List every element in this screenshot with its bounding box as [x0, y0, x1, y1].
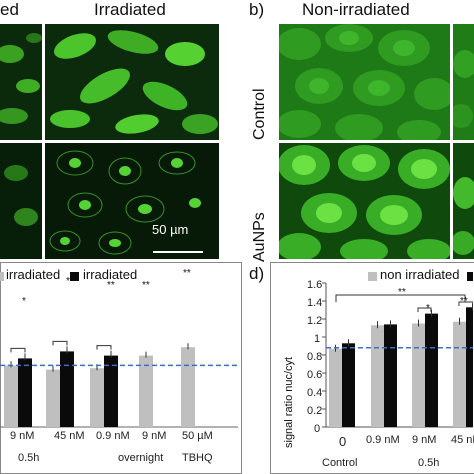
micrograph-b-control	[279, 24, 450, 140]
chart-c-group-2: TBHQ	[182, 452, 213, 464]
chart-d-ytick-0: 0	[314, 423, 321, 435]
chart-c-bar-black	[104, 355, 118, 427]
chart-d-ytick-4: 0.8	[307, 351, 323, 363]
chart-c-sig-bracket	[10, 347, 26, 353]
chart-c-bar-grey	[46, 369, 60, 427]
chart-c-sig-bracket	[96, 345, 112, 350]
chart-c-xtick-1: 45 nM	[54, 430, 85, 442]
panel-b-title: Non-irradiated	[302, 0, 410, 19]
chart-d-bar-grey	[412, 323, 425, 427]
chart-d-bar-grey	[371, 325, 384, 427]
chart-c-sig-2: **	[107, 280, 115, 291]
chart-d-bar-black	[384, 324, 397, 427]
chart-c-bar-black	[18, 358, 32, 427]
chart-d-xtick-3: 45 nM	[451, 434, 474, 446]
chart-c-legend-swatch-black	[70, 272, 79, 281]
micrograph-a-non-irradiated-aunps	[0, 143, 42, 259]
micrograph-b-control-irradiated-partial	[453, 24, 474, 140]
micrograph-a-irradiated-control	[45, 24, 219, 140]
chart-d-xtick-2: 9 nM	[412, 434, 437, 446]
chart-c-bar-grey	[90, 368, 104, 427]
micrograph-a-irradiated-aunps	[45, 143, 219, 259]
chart-d-sig-1: *	[426, 303, 430, 314]
micrograph-b-aunps-irradiated-partial	[453, 143, 474, 259]
chart-d-ytick-5: 1	[314, 333, 321, 345]
chart-c-xtick-3: 9 nM	[142, 430, 167, 442]
chart-c-legend-label-black: irradiated	[83, 267, 138, 282]
chart-c-xtick-4: 50 µM	[182, 430, 213, 442]
chart-c-group-1: overnight	[118, 452, 164, 464]
chart-c-sig-0: *	[22, 296, 26, 307]
chart-c-xtick-2: 0.9 nM	[96, 430, 130, 442]
micrograph-a-non-irradiated-control	[0, 24, 42, 140]
chart-d-group-1: 0.5h	[418, 457, 440, 469]
chart-d-ytick-7: 1.4	[307, 297, 323, 309]
chart-d-bar-grey	[329, 348, 342, 427]
chart-d-ytick-8: 1.6	[307, 279, 323, 291]
chart-d-legend-label-grey: non irradiated	[380, 267, 460, 282]
chart-d-sig-bracket	[458, 301, 473, 306]
chart-d-sig-2: **	[460, 296, 468, 307]
chart-c-frame	[0, 262, 242, 474]
chart-d-sig-0: **	[398, 287, 406, 298]
chart-d-group-0: Control	[322, 457, 358, 469]
panel-b-letter: b)	[249, 0, 265, 19]
chart-d-legend-swatch-black	[467, 272, 473, 281]
chart-d-xtick-1: 0.9 nM	[366, 434, 400, 446]
micrograph-b-aunps	[279, 143, 450, 259]
chart-c-group-0: 0.5h	[18, 452, 40, 464]
chart-c-sig-bracket	[52, 340, 68, 346]
chart-c-bar-grey	[4, 365, 18, 427]
chart-d-sig-bracket-long	[335, 294, 466, 302]
chart-d-ytick-3: 0.6	[307, 369, 323, 381]
chart-c-sig-4: **	[183, 268, 191, 279]
chart-c-bar-grey	[181, 347, 195, 427]
chart-c-xtick-0: 9 nM	[10, 430, 35, 442]
chart-d-bar-grey	[453, 321, 466, 427]
chart-c-sig-3: **	[142, 280, 150, 291]
scale-bar-label: 50 µm	[152, 222, 189, 237]
chart-d-bar-black	[425, 313, 438, 427]
panel-a-title-left: ed	[0, 0, 19, 19]
row-label-control: Control	[251, 88, 268, 140]
chart-d-sig-bracket	[417, 307, 432, 312]
panel-d-letter: d)	[249, 264, 265, 283]
chart-c-bar-black	[60, 351, 74, 427]
chart-d-ytick-6: 1.2	[307, 315, 323, 327]
chart-c-legend-label-grey: irradiated	[6, 267, 61, 282]
chart-c-bar-grey	[139, 355, 153, 427]
chart-d-bar-black	[466, 307, 473, 427]
chart-d-legend-swatch-grey	[368, 272, 377, 281]
chart-d-xtick-0: 0	[339, 434, 347, 449]
chart-d-ytick-1: 0.2	[307, 405, 323, 417]
chart-d-ytick-2: 0.4	[307, 387, 323, 399]
row-label-aunps: AuNPs	[251, 212, 268, 262]
chart-c-plot	[0, 340, 238, 428]
chart-d-plot	[322, 282, 473, 428]
panel-a-title-right: Irradiated	[94, 0, 166, 19]
chart-d-bar-black	[342, 343, 355, 427]
chart-c-legend-swatch-grey	[0, 272, 4, 281]
chart-c-sig-1: *	[66, 276, 70, 287]
